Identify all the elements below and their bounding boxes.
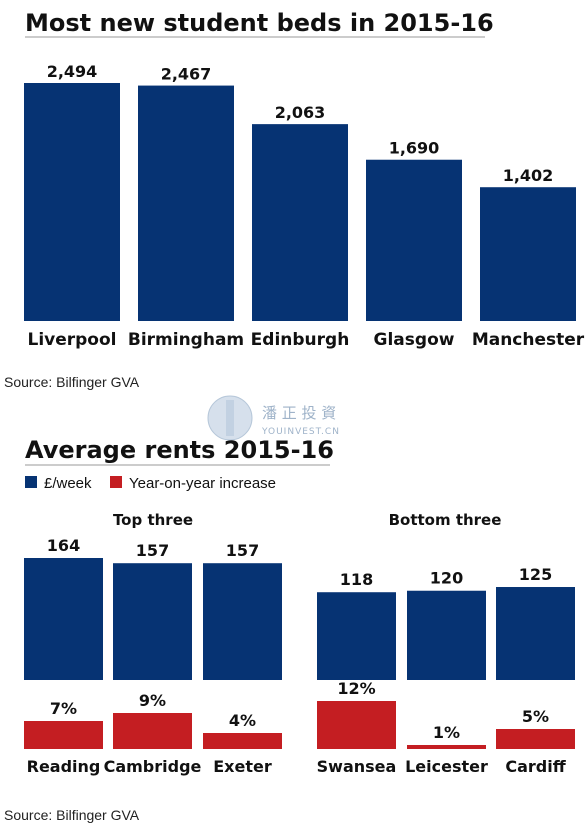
bar-value-label: 157 <box>136 541 169 560</box>
bar-value-label: 5% <box>522 707 549 726</box>
bar-beds <box>252 124 348 321</box>
bar-value-label: 9% <box>139 691 166 710</box>
bar-value-label: 12% <box>337 679 375 698</box>
category-label: Manchester <box>472 330 585 350</box>
legend-swatch-week <box>25 476 37 488</box>
legend-label-increase: Year-on-year increase <box>129 475 276 492</box>
bar-rent-increase <box>24 721 103 749</box>
bar-value-label: 157 <box>226 541 259 560</box>
bar-rent-increase <box>203 733 282 749</box>
bar-rent-week <box>407 590 486 680</box>
watermark-logo-pillar <box>226 400 234 436</box>
bar-value-label: 2,063 <box>275 103 326 122</box>
category-label: Exeter <box>213 757 272 776</box>
bar-value-label: 2,467 <box>161 65 212 84</box>
group-heading: Top three <box>113 511 193 529</box>
legend-swatch-increase <box>110 476 122 488</box>
chart-title-beds: Most new student beds in 2015-16 <box>25 9 494 37</box>
bar-rent-increase <box>317 701 396 749</box>
category-label: Swansea <box>317 757 397 776</box>
category-label: Cardiff <box>505 757 566 776</box>
bar-beds <box>24 83 120 321</box>
bar-value-label: 1% <box>433 723 460 742</box>
bar-rent-week <box>203 563 282 680</box>
category-label: Liverpool <box>27 330 116 350</box>
bar-value-label: 118 <box>340 570 373 589</box>
bar-value-label: 120 <box>430 569 463 588</box>
category-label: Reading <box>27 757 101 776</box>
chart-title-rents: Average rents 2015-16 <box>25 436 334 464</box>
bar-beds <box>480 187 576 321</box>
bar-rent-week <box>317 592 396 680</box>
bar-beds <box>366 159 462 321</box>
bar-value-label: 4% <box>229 711 256 730</box>
bar-rent-increase <box>113 713 192 749</box>
bar-value-label: 1,690 <box>389 139 440 158</box>
category-label: Edinburgh <box>251 330 350 350</box>
group-heading: Bottom three <box>389 511 502 529</box>
category-label: Birmingham <box>128 330 244 350</box>
bar-value-label: 164 <box>47 536 80 555</box>
bar-value-label: 2,494 <box>47 62 98 81</box>
category-label: Leicester <box>405 757 488 776</box>
source-note-rents: Source: Bilfinger GVA <box>4 807 140 823</box>
bar-value-label: 125 <box>519 565 552 584</box>
category-label: Cambridge <box>104 757 202 776</box>
watermark-text-en: YOUINVEST.CN <box>261 427 340 437</box>
bar-value-label: 7% <box>50 699 77 718</box>
bar-rent-increase <box>496 729 575 749</box>
source-note-beds: Source: Bilfinger GVA <box>4 374 140 390</box>
bar-rent-week <box>113 563 192 680</box>
bar-rent-increase <box>407 745 486 749</box>
bar-rent-week <box>496 587 575 680</box>
bar-rent-week <box>24 558 103 680</box>
watermark-text-cn: 潘 正 投 資 <box>262 404 336 422</box>
bar-value-label: 1,402 <box>503 166 554 185</box>
bar-beds <box>138 85 234 321</box>
legend-label-week: £/week <box>44 475 92 492</box>
category-label: Glasgow <box>374 330 455 350</box>
